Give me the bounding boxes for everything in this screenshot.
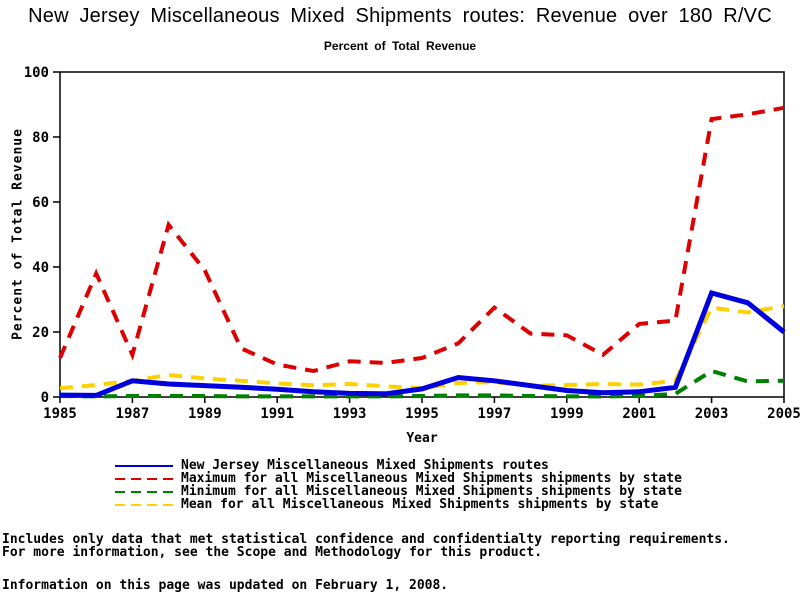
x-tick-label: 2005 bbox=[767, 406, 800, 422]
x-tick-label: 1985 bbox=[43, 406, 77, 422]
chart-title: New Jersey Miscellaneous Mixed Shipments… bbox=[28, 5, 772, 27]
x-axis-label: Year bbox=[406, 431, 438, 446]
legend-label: Mean for all Miscellaneous Mixed Shipmen… bbox=[181, 497, 659, 512]
x-tick-label: 2001 bbox=[622, 406, 656, 422]
footnote-scope-methodology: For more information, see the Scope and … bbox=[2, 545, 543, 560]
x-tick-label: 1997 bbox=[478, 406, 512, 422]
x-tick-label: 1999 bbox=[550, 406, 584, 422]
legend-label: New Jersey Miscellaneous Mixed Shipments… bbox=[181, 458, 549, 473]
legend-line-swatch-solid-blue bbox=[115, 464, 173, 467]
legend-line-swatch-dashed-yellow bbox=[115, 503, 173, 506]
x-tick-label: 1995 bbox=[405, 406, 439, 422]
y-tick-label: 0 bbox=[41, 390, 49, 406]
x-tick-label: 1987 bbox=[116, 406, 150, 422]
series-line-2 bbox=[59, 368, 785, 399]
x-tick-label: 1993 bbox=[333, 406, 367, 422]
legend-line-swatch-dashed-red bbox=[115, 477, 173, 480]
chart-subtitle: Percent of Total Revenue bbox=[323, 39, 477, 53]
x-tick-label: 2003 bbox=[695, 406, 729, 422]
legend-item-maximum: Maximum for all Miscellaneous Mixed Ship… bbox=[115, 471, 682, 486]
x-tick-label: 1989 bbox=[188, 406, 222, 422]
legend-label: Minimum for all Miscellaneous Mixed Ship… bbox=[181, 484, 682, 499]
y-tick-label: 20 bbox=[32, 325, 49, 341]
legend-line-swatch-dashed-green bbox=[115, 490, 173, 493]
legend: New Jersey Miscellaneous Mixed Shipments… bbox=[115, 458, 682, 512]
footnote-confidence: Includes only data that met statistical … bbox=[2, 532, 730, 547]
y-tick-label: 80 bbox=[32, 130, 49, 146]
series-line-0 bbox=[59, 289, 786, 398]
footnote-updated-date: Information on this page was updated on … bbox=[2, 578, 449, 593]
legend-item-new-jersey-routes: New Jersey Miscellaneous Mixed Shipments… bbox=[115, 458, 682, 473]
legend-item-minimum: Minimum for all Miscellaneous Mixed Ship… bbox=[115, 484, 682, 499]
line-chart-plot: 0 20 40 60 80 100 1985 1987 1989 1991 1993 1995 1997… bbox=[24, 65, 800, 422]
legend-item-mean: Mean for all Miscellaneous Mixed Shipmen… bbox=[115, 497, 682, 512]
series-line-1 bbox=[58, 105, 785, 374]
y-tick-label: 100 bbox=[24, 65, 49, 81]
series-line-3 bbox=[59, 304, 785, 391]
y-tick-label: 60 bbox=[32, 195, 49, 211]
plot-frame bbox=[59, 71, 785, 398]
legend-label: Maximum for all Miscellaneous Mixed Ship… bbox=[181, 471, 682, 486]
x-tick-label: 1991 bbox=[260, 406, 294, 422]
y-axis-label: Percent of Total Revenue bbox=[10, 128, 26, 340]
y-tick-label: 40 bbox=[32, 260, 49, 276]
